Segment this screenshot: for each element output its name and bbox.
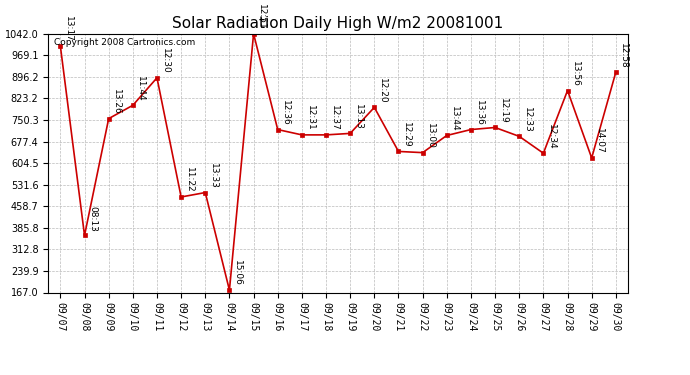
Text: 13:13: 13:13 (354, 104, 363, 129)
Text: 12:30: 12:30 (161, 48, 170, 74)
Text: 13:00: 13:00 (426, 123, 435, 149)
Text: 08:13: 08:13 (88, 206, 97, 231)
Text: 14:07: 14:07 (595, 128, 604, 154)
Text: 13:56: 13:56 (571, 61, 580, 87)
Text: 12:37: 12:37 (330, 105, 339, 131)
Text: 11:22: 11:22 (185, 168, 194, 193)
Text: 12:36: 12:36 (282, 100, 290, 126)
Text: 12:51: 12:51 (257, 4, 266, 30)
Text: Copyright 2008 Cartronics.com: Copyright 2008 Cartronics.com (54, 38, 195, 46)
Text: 12:19: 12:19 (499, 98, 508, 124)
Text: 12:20: 12:20 (378, 78, 387, 104)
Text: 13:26: 13:26 (112, 89, 121, 115)
Text: 13:44: 13:44 (451, 106, 460, 132)
Text: 13:17: 13:17 (64, 16, 73, 42)
Title: Solar Radiation Daily High W/m2 20081001: Solar Radiation Daily High W/m2 20081001 (172, 16, 504, 31)
Text: 15:06: 15:06 (233, 260, 242, 286)
Text: 13:33: 13:33 (209, 163, 218, 189)
Text: 12:58: 12:58 (620, 42, 629, 68)
Text: 12:33: 12:33 (523, 107, 532, 132)
Text: 11:44: 11:44 (137, 76, 146, 101)
Text: 12:34: 12:34 (547, 124, 556, 149)
Text: 12:31: 12:31 (306, 105, 315, 131)
Text: 13:36: 13:36 (475, 100, 484, 126)
Text: 12:29: 12:29 (402, 122, 411, 148)
